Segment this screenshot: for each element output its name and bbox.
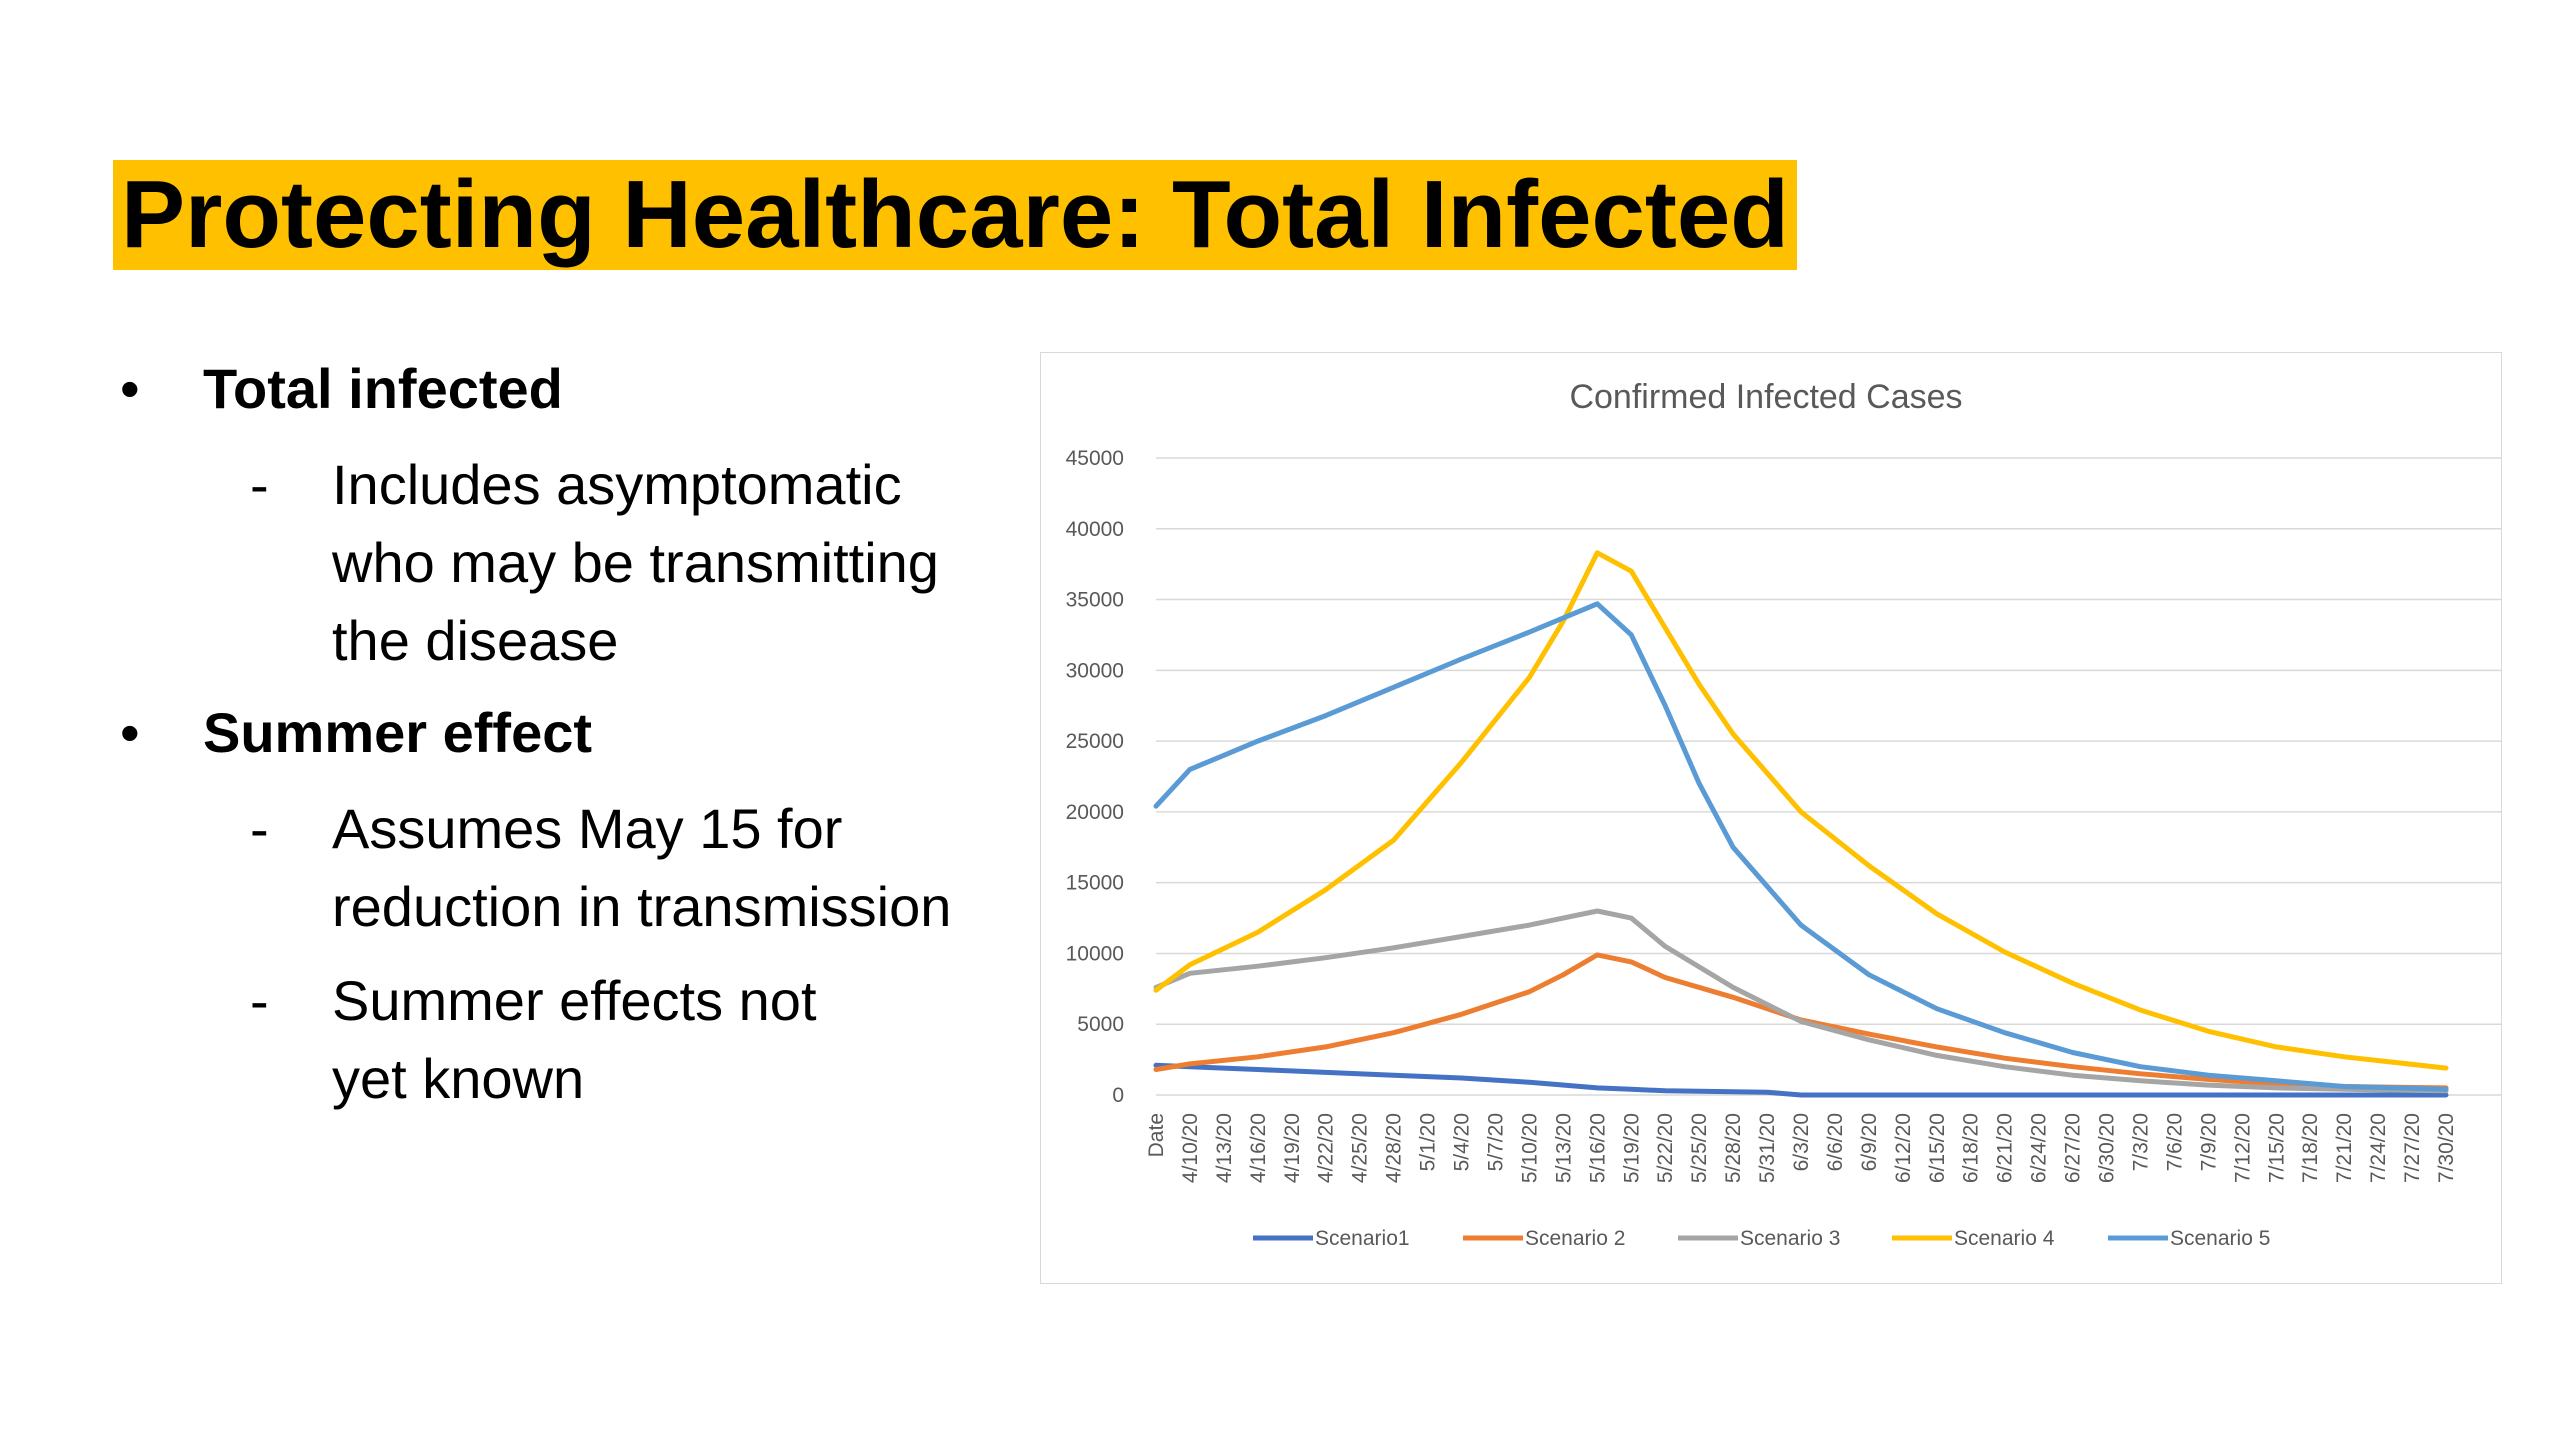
x-tick-label: 7/6/20	[2163, 1113, 2186, 1171]
series-line	[1153, 550, 2449, 1071]
x-tick-label: 4/13/20	[1213, 1113, 1236, 1183]
series-line	[1153, 1062, 2449, 1098]
x-tick-label: 5/19/20	[1620, 1113, 1643, 1183]
x-tick-label: 6/9/20	[1858, 1113, 1881, 1171]
legend-label: Scenario 2	[1525, 1227, 1625, 1250]
bullet-summer-effect: Summer effect	[203, 701, 593, 764]
x-tick-label: Date	[1145, 1113, 1168, 1157]
x-tick-label: 5/7/20	[1484, 1113, 1507, 1171]
legend-label: Scenario 3	[1740, 1227, 1840, 1250]
x-tick-label: 6/12/20	[1892, 1113, 1915, 1183]
x-tick-label: 6/27/20	[2062, 1113, 2085, 1183]
sub-bullet-line: Assumes May 15 for	[332, 797, 843, 860]
chart-container: Confirmed Infected Cases 0 5000 10000 15000…	[1040, 352, 2502, 1284]
x-tick-label: 5/31/20	[1756, 1113, 1779, 1183]
x-tick-label: 4/25/20	[1349, 1113, 1372, 1183]
y-tick-label: 30000	[1066, 659, 1124, 682]
x-tick-label: 6/21/20	[1994, 1113, 2017, 1183]
x-tick-label: 4/19/20	[1281, 1113, 1304, 1183]
x-tick-label: 7/9/20	[2197, 1113, 2220, 1171]
x-tick-label: 5/4/20	[1451, 1113, 1474, 1171]
y-tick-label: 25000	[1066, 730, 1124, 753]
x-tick-label: 5/1/20	[1417, 1113, 1440, 1171]
x-tick-label: 7/21/20	[2333, 1113, 2356, 1183]
bullet-dot: •	[120, 701, 140, 764]
sub-bullet-line: Summer effects not	[332, 969, 817, 1032]
bullet-total-infected: Total infected	[203, 357, 563, 420]
y-tick-label: 35000	[1066, 589, 1124, 612]
x-tick-label: 6/18/20	[1960, 1113, 1983, 1183]
series-line	[1153, 952, 2449, 1091]
x-tick-label: 6/30/20	[2096, 1113, 2119, 1183]
x-tick-label: 5/13/20	[1552, 1113, 1575, 1183]
x-tick-label: 7/15/20	[2265, 1113, 2288, 1183]
series-line	[1153, 908, 2449, 1094]
slide-title: Protecting Healthcare: Total Infected	[113, 160, 1797, 270]
x-tick-label: 4/16/20	[1247, 1113, 1270, 1183]
x-tick-label: 4/10/20	[1179, 1113, 1202, 1183]
legend-label: Scenario 4	[1954, 1227, 2055, 1250]
sub-dash: -	[250, 969, 269, 1032]
y-tick-label: 45000	[1066, 447, 1124, 470]
x-tick-label: 7/18/20	[2299, 1113, 2322, 1183]
legend-label: Scenario1	[1315, 1227, 1410, 1250]
x-tick-label: 5/28/20	[1722, 1113, 1745, 1183]
legend-label: Scenario 5	[2170, 1227, 2270, 1250]
x-tick-label: 6/3/20	[1790, 1113, 1813, 1171]
x-tick-label: 5/22/20	[1654, 1113, 1677, 1183]
x-tick-label: 7/27/20	[2401, 1113, 2424, 1183]
x-tick-label: 6/15/20	[1926, 1113, 1949, 1183]
x-tick-label: 4/22/20	[1315, 1113, 1338, 1183]
sub-bullet-line: reduction in transmission	[332, 875, 952, 938]
x-tick-label: 5/25/20	[1688, 1113, 1711, 1183]
chart-title: Confirmed Infected Cases	[1569, 378, 1962, 416]
x-tick-label: 7/24/20	[2367, 1113, 2390, 1183]
y-tick-label: 10000	[1066, 942, 1124, 965]
y-tick-label: 20000	[1066, 801, 1124, 824]
sub-bullet-line: yet known	[332, 1047, 585, 1110]
x-tick-label: 6/24/20	[2028, 1113, 2051, 1183]
sub-bullet-line: who may be transmitting	[332, 531, 939, 594]
x-tick-label: 7/30/20	[2435, 1113, 2458, 1183]
y-tick-label: 15000	[1066, 872, 1124, 895]
y-tick-label: 5000	[1077, 1013, 1124, 1036]
x-tick-label: 6/6/20	[1824, 1113, 1847, 1171]
sub-dash: -	[250, 453, 269, 516]
bullet-dot: •	[120, 357, 140, 420]
sub-bullet-line: Includes asymptomatic	[332, 453, 902, 516]
sub-dash: -	[250, 797, 269, 860]
y-tick-label: 0	[1112, 1084, 1124, 1107]
x-tick-label: 7/3/20	[2129, 1113, 2152, 1171]
y-tick-label: 40000	[1066, 518, 1124, 541]
x-tick-label: 7/12/20	[2231, 1113, 2254, 1183]
line-chart: Confirmed Infected Cases 0 5000 10000 15000…	[1066, 378, 2501, 1250]
sub-bullet-line: the disease	[332, 609, 619, 672]
x-tick-label: 5/16/20	[1586, 1113, 1609, 1183]
x-tick-label: 4/28/20	[1383, 1113, 1406, 1183]
x-tick-label: 5/10/20	[1518, 1113, 1541, 1183]
series-line	[1153, 601, 2449, 1092]
